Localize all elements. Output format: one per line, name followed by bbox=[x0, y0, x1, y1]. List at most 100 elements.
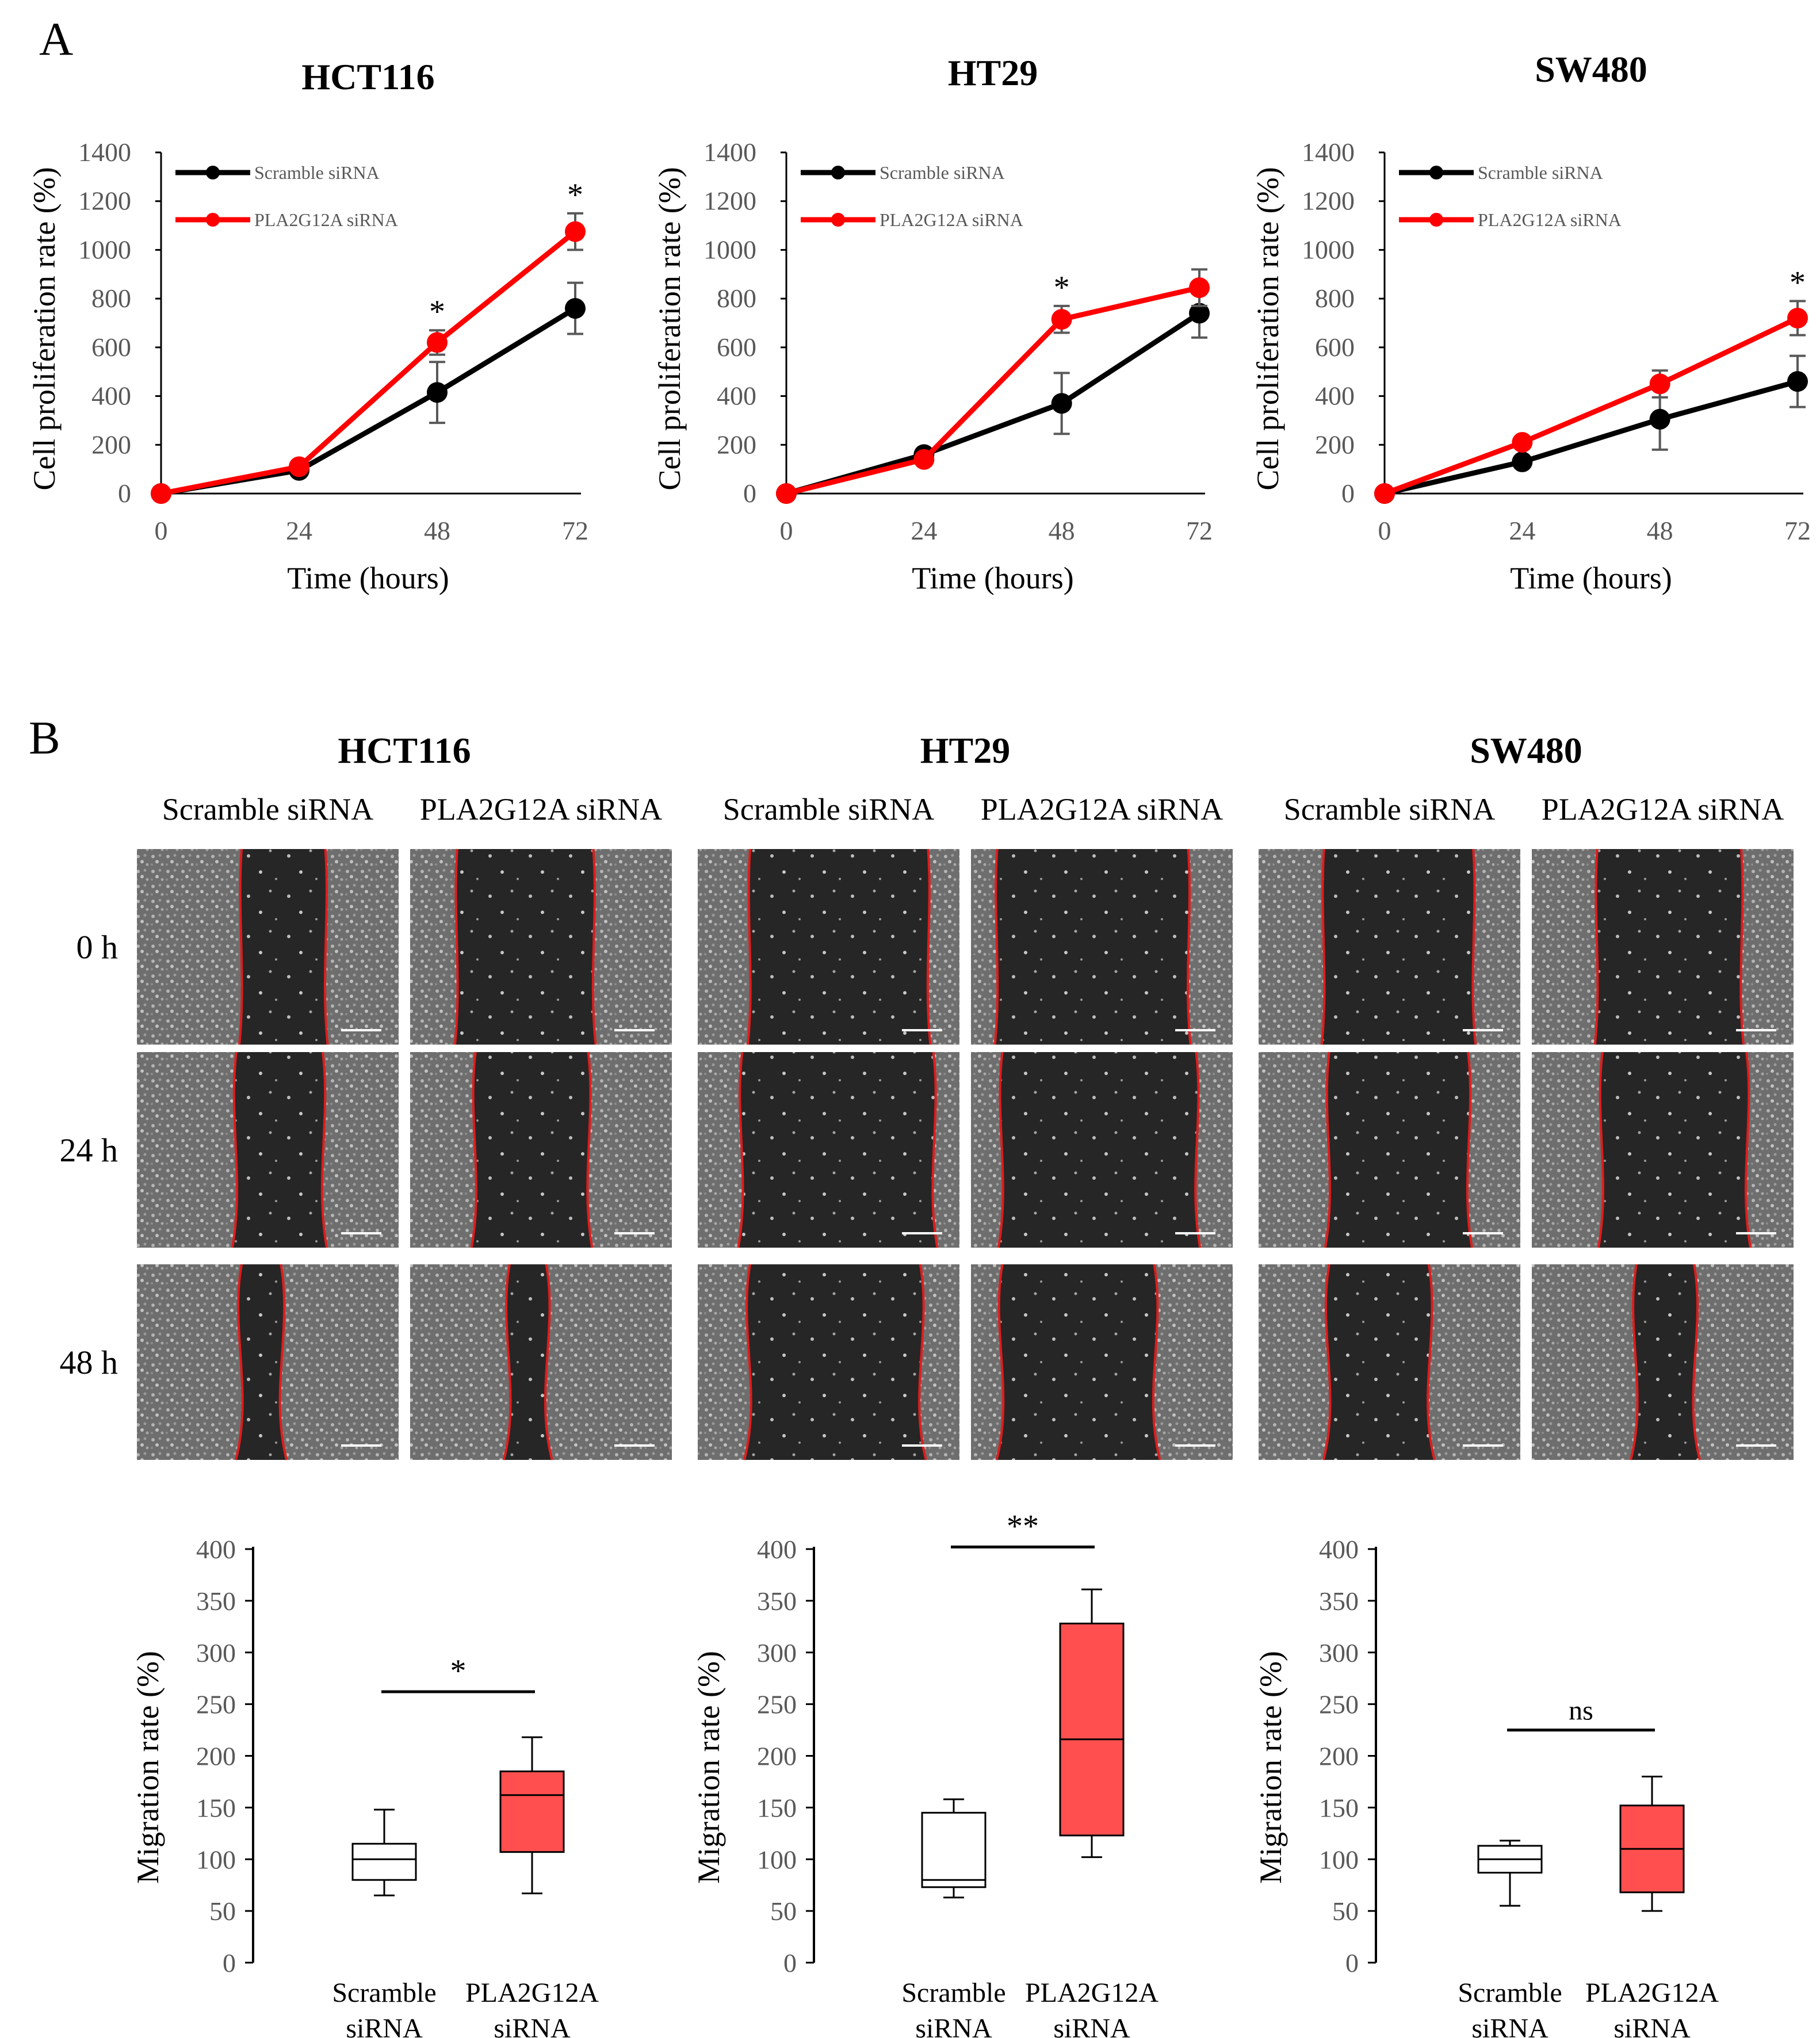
wound-edge-left bbox=[238, 848, 243, 1045]
timepoint-label: 48 h bbox=[60, 1344, 118, 1381]
iqr-box bbox=[921, 1811, 987, 1888]
series-scramble-sirna bbox=[151, 281, 586, 504]
wound-edge-right bbox=[1471, 848, 1477, 1045]
x-tick-label: 0 bbox=[155, 516, 168, 545]
y-tick-label: 150 bbox=[1319, 1793, 1359, 1822]
y-tick-label: 1400 bbox=[1302, 137, 1355, 167]
data-point bbox=[913, 449, 935, 470]
x-tick-label: 72 bbox=[1784, 516, 1811, 545]
data-point bbox=[1051, 393, 1072, 414]
timepoint-label: 24 h bbox=[60, 1131, 118, 1169]
y-tick-label: 100 bbox=[1319, 1845, 1359, 1874]
wound-edge-right bbox=[586, 1051, 594, 1248]
wound-edge-left bbox=[502, 1264, 512, 1460]
data-point bbox=[1512, 451, 1533, 472]
wound-edge-right bbox=[926, 848, 932, 1045]
migration-charts: 0 50 100 150 200 250 300 350 400 Migration rate (… bbox=[131, 1508, 1719, 2038]
wound-image bbox=[137, 1051, 399, 1248]
wound-edge-right bbox=[323, 848, 329, 1045]
wound-gap bbox=[748, 849, 931, 1045]
box-chart-sw480: 0 50 100 150 200 250 300 350 400 Migration rate (… bbox=[1253, 1535, 1719, 2038]
condition-label: Scramble siRNA bbox=[1284, 792, 1495, 827]
category-label: siRNA bbox=[1471, 2013, 1548, 2038]
y-tick-label: 0 bbox=[223, 1948, 236, 1978]
wound-gap bbox=[744, 1264, 926, 1460]
box-chart-ht29: 0 50 100 150 200 250 300 350 400 Migration rate (… bbox=[691, 1508, 1158, 2038]
y-tick-label: 400 bbox=[757, 1535, 797, 1564]
wound-image bbox=[1259, 1051, 1520, 1248]
y-tick-label: 0 bbox=[743, 479, 756, 508]
series-line bbox=[1383, 378, 1799, 496]
x-tick-label: 24 bbox=[286, 516, 312, 545]
wound-image bbox=[971, 848, 1233, 1045]
legend-swatch-marker bbox=[831, 213, 845, 227]
category-label: PLA2G12A bbox=[1585, 1978, 1719, 2008]
wound-group-hct116: HCT116 Scramble siRNA PLA2G12A siRNA bbox=[137, 730, 672, 1460]
wound-edge-right bbox=[1427, 1264, 1436, 1460]
wound-image bbox=[698, 1051, 959, 1248]
wound-edge-left bbox=[231, 1051, 239, 1248]
legend-swatch-marker bbox=[206, 213, 220, 227]
wound-image bbox=[137, 1264, 399, 1460]
significance-label: ns bbox=[1569, 1696, 1593, 1726]
y-tick-label: 100 bbox=[757, 1845, 797, 1874]
line-chart-sw480: SW480 0 200 400 600 800 1000 1200 1400 0 24 48 72 Tim… bbox=[1251, 49, 1811, 595]
y-tick-label: 0 bbox=[783, 1948, 797, 1978]
wound-gap bbox=[232, 1052, 327, 1248]
wound-gap bbox=[1631, 1264, 1700, 1460]
wound-gap bbox=[503, 1264, 552, 1460]
series-line bbox=[160, 306, 577, 496]
series-pla2g12a-sirna bbox=[151, 212, 586, 504]
wound-edge-left bbox=[997, 1051, 1004, 1248]
wound-image bbox=[1532, 1051, 1794, 1248]
series-scramble-sirna bbox=[1374, 354, 1808, 504]
condition-label: PLA2G12A siRNA bbox=[981, 792, 1223, 827]
proliferation-charts: HCT116 0 200 400 600 800 1000 1200 1400 0 24 48 72 Ti… bbox=[27, 49, 1811, 595]
wound-gap bbox=[738, 1052, 938, 1248]
y-tick-label: 50 bbox=[770, 1896, 797, 1926]
panel-a-letter: A bbox=[39, 13, 73, 65]
box-scramble: Scramble siRNA bbox=[332, 1808, 437, 2038]
significance-star: * bbox=[567, 177, 583, 213]
wound-edge-left bbox=[743, 1264, 752, 1460]
iqr-box bbox=[1059, 1622, 1125, 1837]
wound-group-title: HT29 bbox=[920, 730, 1010, 771]
x-tick-label: 72 bbox=[1186, 516, 1213, 545]
y-tick-label: 200 bbox=[91, 430, 131, 459]
data-point bbox=[289, 456, 309, 477]
y-tick-label: 600 bbox=[91, 332, 131, 362]
legend-swatch-marker bbox=[1429, 213, 1443, 227]
category-label: PLA2G12A bbox=[465, 1978, 599, 2008]
legend-label: PLA2G12A siRNA bbox=[254, 209, 398, 230]
iqr-box bbox=[499, 1770, 565, 1853]
data-point bbox=[1649, 373, 1670, 395]
y-tick-label: 350 bbox=[1319, 1586, 1359, 1616]
wound-group-sw480: SW480 Scramble siRNA PLA2G12A siRNA bbox=[1259, 730, 1794, 1460]
significance-star: * bbox=[1054, 270, 1070, 305]
x-tick-label: 48 bbox=[1049, 516, 1075, 545]
wound-image bbox=[971, 1051, 1233, 1248]
wound-edge-right bbox=[1152, 1264, 1161, 1460]
wound-edge-left bbox=[747, 848, 752, 1045]
series-line bbox=[160, 230, 577, 496]
y-tick-label: 1200 bbox=[703, 186, 756, 216]
legend-label: Scramble siRNA bbox=[1478, 162, 1603, 183]
significance-star: * bbox=[1790, 265, 1806, 300]
y-tick-label: 1200 bbox=[78, 186, 131, 216]
wound-gap bbox=[998, 1052, 1200, 1248]
x-tick-label: 0 bbox=[1378, 516, 1391, 545]
y-tick-label: 1000 bbox=[78, 235, 131, 264]
wound-gap bbox=[471, 1052, 592, 1248]
legend: Scramble siRNA PLA2G12A siRNA bbox=[1399, 162, 1622, 230]
wound-group-ht29: HT29 Scramble siRNA PLA2G12A siRNA bbox=[698, 730, 1233, 1460]
iqr-box bbox=[351, 1842, 417, 1881]
wound-image bbox=[410, 1264, 672, 1460]
wound-gap bbox=[1595, 849, 1743, 1045]
y-axis-label: Migration rate (%) bbox=[131, 1651, 165, 1884]
wound-gap bbox=[1325, 1052, 1472, 1248]
x-tick-label: 24 bbox=[911, 516, 937, 545]
y-tick-label: 1200 bbox=[1302, 186, 1355, 216]
y-tick-label: 800 bbox=[91, 284, 131, 313]
y-tick-label: 200 bbox=[717, 430, 756, 459]
